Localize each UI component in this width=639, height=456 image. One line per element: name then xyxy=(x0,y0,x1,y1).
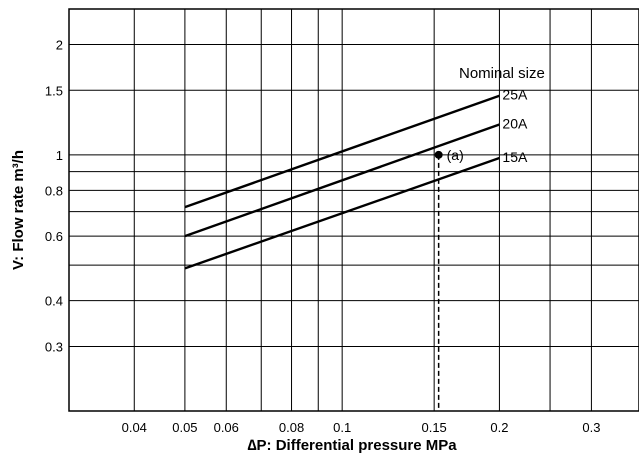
y-tick-label: 1 xyxy=(56,148,63,163)
x-tick-label: 0.15 xyxy=(421,420,446,435)
y-tick-label: 0.8 xyxy=(45,183,63,198)
y-tick-labels: 0.3 0.4 0.6 0.8 1 1.5 2 xyxy=(45,38,63,355)
x-tick-label: 0.2 xyxy=(490,420,508,435)
y-tick-label: 1.5 xyxy=(45,83,63,98)
annotation-label: (a) xyxy=(447,147,464,163)
x-tick-label: 0.04 xyxy=(122,420,147,435)
y-tick-label: 0.3 xyxy=(45,339,63,354)
series-line-20a xyxy=(184,123,500,238)
series-label: 15A xyxy=(502,149,528,165)
x-axis-title: ∆P: Differential pressure MPa xyxy=(247,437,457,454)
series-label: 25A xyxy=(502,87,528,103)
x-tick-labels: 0.04 0.05 0.06 0.08 0.1 0.15 0.2 0.3 xyxy=(122,420,601,435)
x-tick-label: 0.1 xyxy=(333,420,351,435)
y-axis-title: V: Flow rate m³/h xyxy=(10,150,27,270)
annotations: (a) xyxy=(434,147,464,411)
series-lines: 25A 20A 15A xyxy=(184,87,528,270)
annotation-point xyxy=(434,150,443,159)
legend-title: Nominal size xyxy=(459,65,545,82)
y-tick-label: 2 xyxy=(56,38,63,53)
grid-lines xyxy=(69,9,639,411)
series-line-15a xyxy=(184,156,500,270)
x-tick-label: 0.08 xyxy=(279,420,304,435)
series-label: 20A xyxy=(502,115,528,131)
x-tick-label: 0.05 xyxy=(172,420,197,435)
y-tick-label: 0.6 xyxy=(45,229,63,244)
x-tick-label: 0.3 xyxy=(582,420,600,435)
x-tick-label: 0.06 xyxy=(214,420,239,435)
y-tick-label: 0.4 xyxy=(45,294,63,309)
series-line-25a xyxy=(184,94,500,209)
